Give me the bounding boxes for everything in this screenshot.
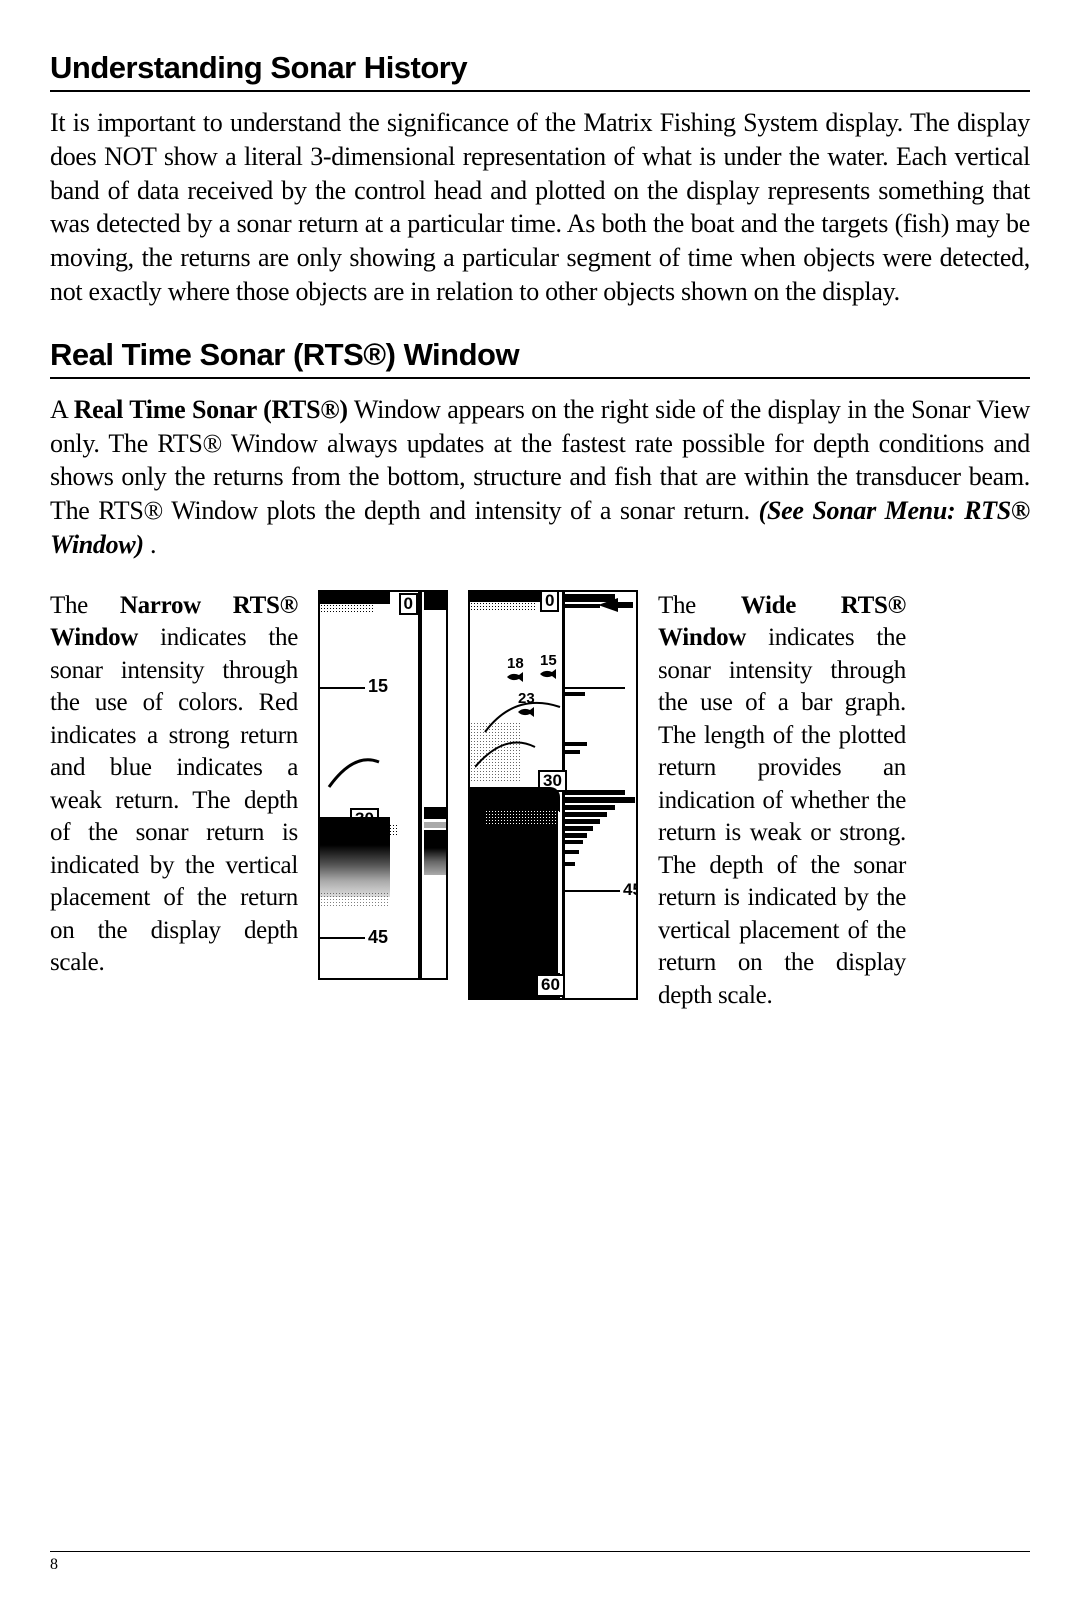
heading-rts-window: Real Time Sonar (RTS®) Window (50, 337, 1030, 379)
wide-body: indicates the sonar intensity through th… (658, 624, 906, 1009)
narrow-fish-arc-icon (324, 737, 384, 797)
page-number: 8 (50, 1556, 58, 1574)
body-sonar-history: It is important to understand the signif… (50, 106, 1030, 309)
body-rts-intro: A Real Time Sonar (RTS®) Window appears … (50, 393, 1030, 562)
rts-columns: The Narrow RTS® Window indicates the son… (50, 590, 1030, 1013)
wide-arrow-icon (598, 596, 633, 614)
rts-figures: 0 15 30 45 (318, 590, 638, 1013)
footer-rule (50, 1551, 1030, 1552)
narrow-depth-15: 15 (368, 676, 388, 697)
wide-depth-0: 0 (540, 592, 559, 613)
narrow-depth-45: 45 (368, 927, 388, 948)
narrow-body: indicates the sonar intensity through th… (50, 624, 298, 976)
heading-sonar-history: Understanding Sonar History (50, 50, 1030, 92)
wide-prefix: The (658, 592, 741, 619)
wide-depth-60: 60 (536, 974, 565, 997)
wide-depth-45: 45 (623, 880, 638, 900)
wide-fish-18: 18 (507, 655, 524, 672)
narrow-rts-figure: 0 15 30 45 (318, 590, 448, 980)
wide-rts-figure: 0 18 15 23 30 (468, 590, 638, 1000)
rts-intro-bold: Real Time Sonar (RTS®) (74, 395, 348, 424)
wide-fish-15: 15 (540, 652, 557, 669)
rts-intro-prefix: A (50, 395, 74, 424)
narrow-prefix: The (50, 592, 120, 619)
rts-intro-period: . (150, 530, 156, 559)
wide-text-column: The Wide RTS® Window indicates the sonar… (658, 590, 906, 1013)
narrow-depth-0: 0 (399, 593, 418, 616)
narrow-text-column: The Narrow RTS® Window indicates the son… (50, 590, 298, 1013)
